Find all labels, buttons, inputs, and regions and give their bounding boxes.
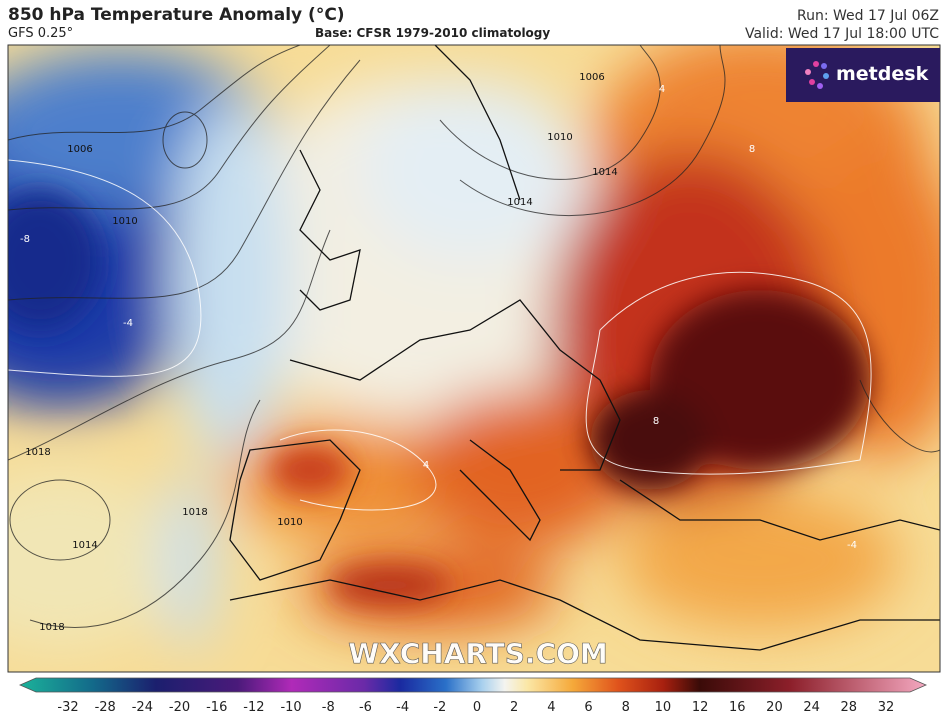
contour-label: 1018 — [25, 447, 50, 458]
contour-label: 8 — [749, 144, 755, 155]
colorbar-tick-label: 20 — [766, 700, 783, 715]
contour-labels: 1006 1010 1014 1018 1018 1014 1018 1010 1014 1006… — [20, 72, 857, 633]
colorbar-tick-label: 4 — [547, 700, 555, 715]
contour-label: 1006 — [579, 72, 604, 83]
contour-label: 1014 — [507, 197, 532, 208]
colorbar-tick-label: -4 — [396, 700, 409, 715]
contour-label: 4 — [423, 460, 429, 471]
contour-label: 1018 — [182, 507, 207, 518]
colorbar-tick-label: 12 — [692, 700, 709, 715]
colorbar-tick-label: -2 — [433, 700, 446, 715]
colorbar-tick-label: 28 — [841, 700, 858, 715]
contour-label: 1018 — [39, 622, 64, 633]
colorbar: -32 -28 -24 -20 -16 -12 -10 -8 -6 -4 -2 0 2 4 6 8 10 12 16… — [19, 677, 927, 715]
contour-label: -4 — [847, 540, 857, 551]
colorbar-tick-label: 10 — [655, 700, 672, 715]
colorbar-tick-label: -8 — [322, 700, 335, 715]
colorbar-tick-label: 8 — [622, 700, 630, 715]
logo: metdesk — [786, 48, 940, 102]
colorbar-tick-label: -10 — [280, 700, 301, 715]
contour-label: 8 — [653, 416, 659, 427]
contour-label: 1010 — [547, 132, 572, 143]
map-frame — [7, 44, 941, 673]
contour-label: 1010 — [277, 517, 302, 528]
model-label: GFS 0.25° — [8, 26, 73, 41]
contour-label: 4 — [659, 84, 665, 95]
run-label: Run: Wed 17 Jul 06Z — [797, 8, 939, 24]
map-field — [8, 45, 940, 672]
colorbar-tick-label: -28 — [95, 700, 116, 715]
logo-text: metdesk — [836, 63, 929, 85]
colorbar-tick-label: 6 — [584, 700, 592, 715]
colorbar-tick-label: -20 — [169, 700, 190, 715]
contour-label: -4 — [123, 318, 133, 329]
colorbar-tick-label: 32 — [878, 700, 895, 715]
colorbar-tick-label: -16 — [206, 700, 227, 715]
contour-label: 1014 — [72, 540, 97, 551]
contour-label: 1010 — [112, 216, 137, 227]
contour-label: 1014 — [592, 167, 617, 178]
map-title: 850 hPa Temperature Anomaly (°C) — [8, 5, 345, 25]
colorbar-tick-label: -32 — [57, 700, 78, 715]
colorbar-tick-label: -6 — [359, 700, 372, 715]
base-label: Base: CFSR 1979-2010 climatology — [315, 26, 550, 40]
contour-label: 1006 — [67, 144, 92, 155]
colorbar-tick-label: -24 — [132, 700, 153, 715]
colorbar-tick-label: 0 — [473, 700, 481, 715]
colorbar-tick-label: 16 — [729, 700, 746, 715]
valid-label: Valid: Wed 17 Jul 18:00 UTC — [745, 26, 939, 42]
colorbar-tick-label: 2 — [510, 700, 518, 715]
colorbar-tick-label: 24 — [803, 700, 820, 715]
watermark: WXCHARTS.COM — [348, 637, 608, 670]
colorbar-tick-label: -12 — [243, 700, 264, 715]
contour-label: -8 — [20, 234, 30, 245]
